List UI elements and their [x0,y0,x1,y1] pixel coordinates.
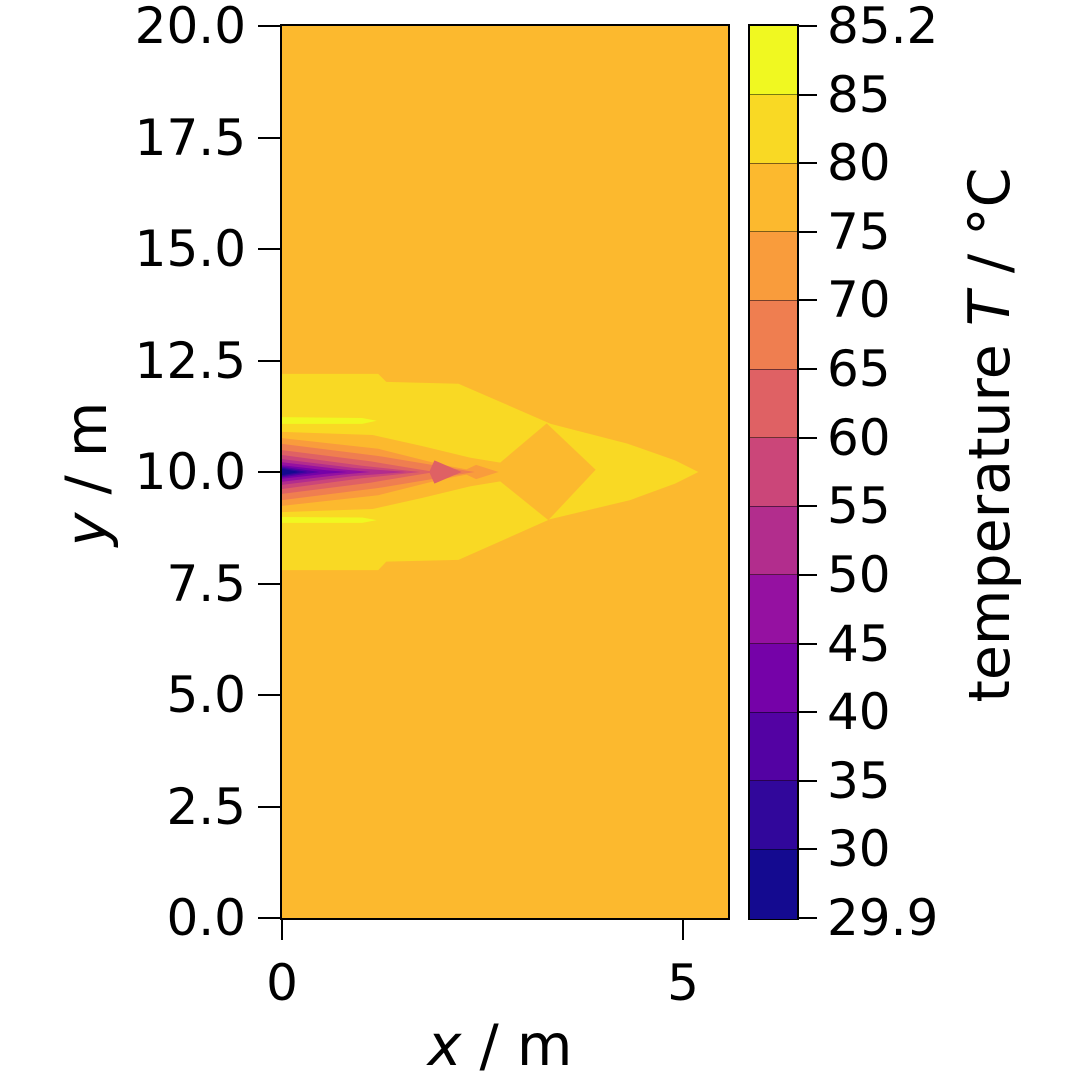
colorbar-band [750,712,797,782]
colorbar-band [750,26,797,96]
colorbar-band [750,574,797,645]
colorbar-band [750,369,797,439]
x-tick-mark [281,920,283,940]
colorbar-tick-mark [799,505,817,508]
contour-plot [282,26,728,918]
y-tick-label: 7.5 [166,554,246,613]
colorbar-tick-mark [799,299,817,302]
x-tick-label: 0 [266,954,298,1012]
y-tick-label: 17.5 [134,108,246,167]
y-tick-mark [258,248,280,250]
colorbar-band [750,643,797,714]
y-tick-mark [258,359,280,362]
region-plume-cold-core-29.9-30C [282,468,300,476]
colorbar-tick-label: 40 [827,683,891,742]
colorbar-tick-mark [799,917,817,919]
colorbar-band-edge [750,299,797,301]
colorbar-band-edge [750,505,797,507]
colorbar-band-edge [750,780,797,782]
colorbar-band [750,780,797,851]
y-tick-mark [258,917,280,919]
colorbar-tick-mark [799,368,817,371]
y-tick-label: 10.0 [134,443,246,501]
x-axis-label: x / m [428,1013,573,1079]
colorbar-band-edge [750,162,797,164]
colorbar-tick-label: 29.9 [827,889,939,947]
y-tick-mark [258,805,280,808]
y-tick-label: 2.5 [166,777,246,836]
colorbar-band-edge [750,643,797,645]
colorbar-tick-mark [799,779,817,782]
colorbar-tick-label: 30 [827,820,891,879]
region-hot-streak-upper-85-85.2C [282,417,377,424]
y-tick-mark [258,136,280,139]
colorbar-tick-mark [799,230,817,233]
colorbar-tick-mark [799,573,817,576]
y-tick-mark [258,25,280,27]
colorbar-tick-label: 70 [827,271,891,330]
y-tick-label: 0.0 [166,889,246,947]
colorbar-tick-label: 45 [827,614,891,673]
colorbar-tick-label: 60 [827,408,891,467]
colorbar-tick-mark [799,93,817,96]
x-tick-mark [682,920,685,940]
colorbar-tick-mark [799,711,817,714]
colorbar-band [750,506,797,576]
colorbar-tick-label: 35 [827,751,891,810]
y-tick-label: 5.0 [166,666,246,724]
x-tick-label: 5 [667,954,699,1012]
y-axis-label-variable: y [54,512,120,547]
colorbar-tick-mark [799,642,817,645]
y-tick-mark [258,471,280,473]
y-tick-mark [258,694,280,696]
colorbar-band-edge [750,368,797,370]
colorbar-band [750,163,797,233]
colorbar-tick-mark [799,436,817,439]
colorbar-tick-label: 65 [827,340,891,399]
colorbar-band [750,94,797,165]
y-tick-label: 20.0 [134,0,246,55]
colorbar-band [750,849,797,919]
colorbar-tick-label: 85.2 [827,0,939,55]
colorbar-band-edge [750,94,797,96]
y-tick-label: 12.5 [134,331,246,390]
colorbar-band-edge [750,231,797,233]
colorbar-tick-mark [799,162,817,165]
colorbar-band [750,437,797,508]
region-hot-streak-lower-85-85.2C [282,517,377,523]
colorbar-tick-mark [799,25,817,27]
colorbar-tick-label: 50 [827,545,891,604]
colorbar-tick-label: 80 [827,134,891,193]
colorbar-tick-mark [799,848,817,851]
colorbar-band-edge [750,437,797,439]
x-axis-label-variable: x [427,1013,462,1079]
colorbar-band-edge [750,711,797,713]
colorbar-tick-label: 85 [827,65,891,124]
colorbar-tick-label: 55 [827,477,891,536]
y-tick-label: 15.0 [134,220,246,278]
colorbar-band-edge [750,848,797,850]
y-tick-mark [258,582,280,585]
colorbar-tick-label: 75 [827,202,891,261]
x-axis-label-unit: / m [461,1013,573,1079]
colorbar-band [750,231,797,302]
colorbar-band [750,300,797,371]
colorbar-band-edge [750,574,797,576]
